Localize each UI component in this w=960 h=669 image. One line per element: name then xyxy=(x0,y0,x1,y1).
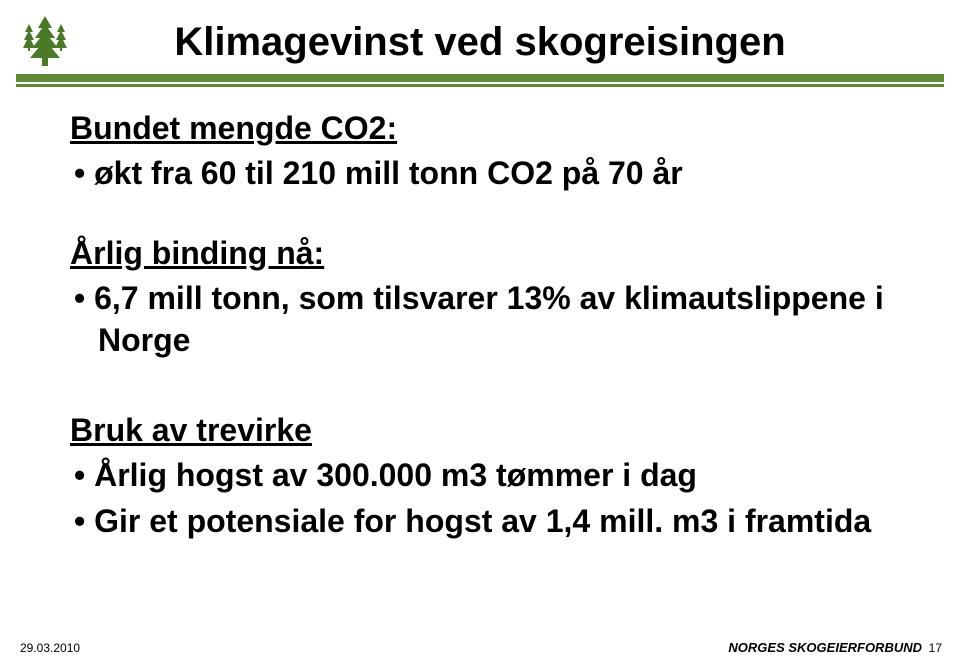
slide-title: Klimagevinst ved skogreisingen xyxy=(0,20,960,65)
section-heading-bundet: Bundet mengde CO2: xyxy=(70,110,900,147)
section-heading-bruk: Bruk av trevirke xyxy=(70,412,900,449)
bullet-item: 6,7 mill tonn, som tilsvarer 13% av klim… xyxy=(70,278,900,318)
slide-content: Bundet mengde CO2: økt fra 60 til 210 mi… xyxy=(70,110,900,547)
footer-page-number: 17 xyxy=(929,641,942,655)
bullet-item: Gir et potensiale for hogst av 1,4 mill.… xyxy=(70,501,900,541)
bullet-item: økt fra 60 til 210 mill tonn CO2 på 70 å… xyxy=(70,153,900,193)
section-heading-binding: Årlig binding nå: xyxy=(70,235,900,272)
bullet-item: Årlig hogst av 300.000 m3 tømmer i dag xyxy=(70,455,900,495)
slide: Klimagevinst ved skogreisingen Bundet me… xyxy=(0,0,960,669)
footer-brand: NORGES SKOGEIERFORBUND xyxy=(728,640,922,655)
footer-date: 29.03.2010 xyxy=(20,641,80,655)
title-divider xyxy=(16,74,944,87)
bullet-item-cont: Norge xyxy=(70,320,900,360)
